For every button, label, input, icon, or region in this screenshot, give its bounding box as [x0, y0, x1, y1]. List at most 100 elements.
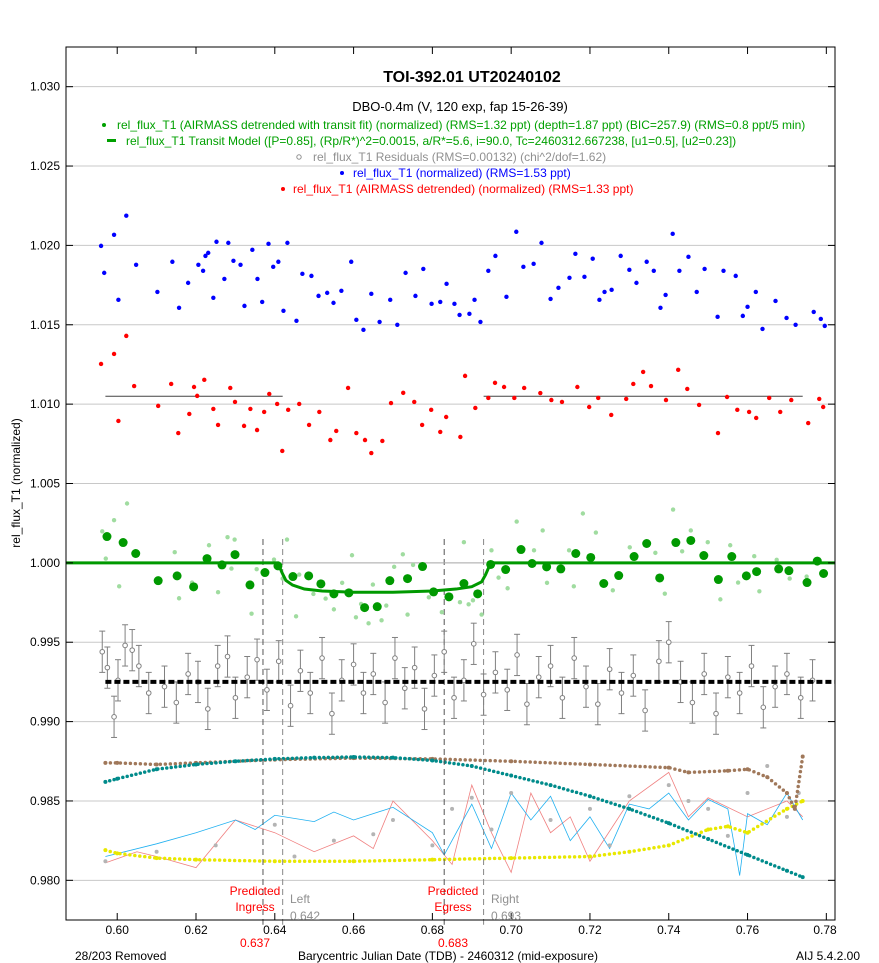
detrended-binned-point	[344, 588, 354, 598]
residual-point	[421, 706, 428, 712]
airmass-detrended-point	[778, 409, 783, 415]
yellow-point	[725, 824, 730, 829]
comparison-line-cyan	[105, 792, 804, 876]
normalized-point	[493, 253, 498, 259]
airmass-detrended-point	[388, 400, 394, 406]
detrended-unbinned-point	[670, 507, 676, 512]
residual-point	[264, 687, 270, 693]
airmass-detrended-point	[538, 390, 543, 396]
airmass-detrended-point	[486, 395, 491, 401]
detrended-unbinned-point	[379, 618, 384, 623]
y-axis-label: rel_flux_T1 (normalized)	[9, 418, 23, 547]
y-tick-label: 1.005	[30, 477, 60, 491]
brown-point	[154, 762, 159, 767]
normalized-point	[602, 289, 607, 295]
airmass-detrended-point	[458, 434, 463, 440]
airmass-detrended-point	[202, 377, 207, 383]
airmass-detrended-point	[248, 406, 253, 412]
detrended-unbinned-point	[232, 537, 237, 542]
y-tick-label: 0.980	[30, 873, 60, 887]
normalized-point	[259, 299, 265, 305]
normalized-point	[238, 262, 243, 267]
brown-point	[115, 760, 120, 765]
detrended-unbinned-point	[349, 553, 355, 558]
brown-point	[725, 768, 730, 773]
airmass-detrended-point	[438, 429, 443, 435]
detrended-binned-point	[172, 571, 182, 581]
detrended-binned-point	[202, 554, 212, 564]
detrended-unbinned-point	[757, 589, 762, 594]
yellow-point	[351, 859, 356, 864]
airmass-detrended-point	[609, 412, 614, 418]
normalized-point	[548, 296, 553, 302]
detrended-unbinned-point	[571, 584, 577, 589]
airmass-detrended-point	[241, 423, 247, 429]
normalized-point	[133, 262, 139, 267]
airmass-point	[587, 794, 592, 799]
x-tick-label: 0.72	[578, 923, 602, 937]
ingress-value: 0.637	[240, 936, 270, 950]
airmass-detrended-point	[443, 414, 449, 420]
detrended-unbinned-point	[100, 529, 105, 534]
x-tick-label: 0.66	[342, 923, 366, 937]
airmass-detrended-point	[648, 383, 654, 389]
y-tick-label: 1.030	[30, 80, 60, 94]
residual-point	[431, 672, 438, 679]
detrended-unbinned-point	[718, 597, 723, 602]
airmass-point	[312, 755, 317, 760]
detrended-binned-point	[784, 566, 794, 576]
detrended-unbinned-point	[505, 586, 510, 591]
comparison-point-gray	[548, 818, 553, 823]
detrended-unbinned-point	[774, 557, 779, 563]
detrended-binned-point	[153, 576, 163, 586]
chart-subtitle: DBO-0.4m (V, 120 exp, fap 15-26-39)	[352, 99, 568, 114]
residual-point	[287, 702, 294, 709]
normalized-point	[309, 273, 314, 279]
normalized-point	[677, 268, 682, 274]
detrended-unbinned-point	[787, 576, 792, 581]
airmass-detrended-point	[492, 380, 498, 386]
normalized-point	[316, 293, 321, 299]
x-tick-label: 0.78	[813, 923, 837, 937]
detrended-binned-point	[473, 589, 483, 599]
normalized-point	[349, 259, 354, 264]
residual-point	[595, 701, 601, 707]
airmass-point	[509, 773, 514, 778]
normalized-point	[281, 308, 286, 314]
normalized-point	[715, 314, 720, 320]
normalized-point	[567, 275, 572, 280]
detrended-binned-point	[501, 565, 511, 575]
airmass-detrended-point	[754, 415, 759, 421]
normalized-point	[124, 213, 129, 218]
detrended-unbinned-point	[610, 588, 616, 593]
residual-point	[244, 674, 251, 680]
airmass-point	[469, 764, 474, 769]
normalized-point	[818, 316, 824, 322]
airmass-detrended-point	[401, 390, 406, 396]
detrended-binned-point	[812, 556, 822, 566]
residual-point	[606, 666, 613, 673]
residual-point	[630, 672, 637, 679]
residual-point	[307, 690, 314, 696]
yellow-point	[706, 827, 711, 832]
comparison-point-gray	[706, 806, 711, 811]
brown-point	[800, 754, 805, 759]
residual-point	[129, 647, 135, 653]
residual-point	[173, 699, 180, 706]
brown-point	[765, 775, 770, 780]
detrended-binned-point	[819, 568, 829, 578]
airmass-point	[706, 837, 711, 842]
normalized-point	[206, 250, 211, 256]
residual-point	[547, 663, 554, 669]
detrended-binned-point	[288, 572, 298, 582]
airmass-detrended-point	[98, 361, 104, 367]
normalized-point	[429, 301, 434, 307]
detrended-unbinned-point	[705, 540, 710, 545]
detrended-binned-point	[230, 550, 240, 560]
detrended-unbinned-point	[311, 591, 316, 597]
detrended-unbinned-point	[804, 574, 809, 579]
brown-point	[587, 762, 592, 767]
airmass-detrended-point	[596, 395, 601, 401]
residual-point	[360, 690, 367, 696]
airmass-detrended-point	[116, 418, 121, 424]
